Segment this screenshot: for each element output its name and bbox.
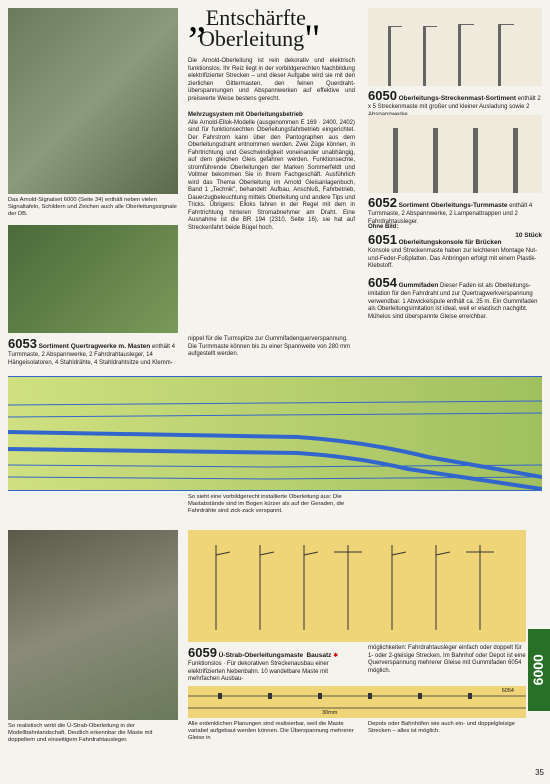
illus-6059-masts: [188, 530, 526, 642]
section-tab-6000: 6000: [528, 629, 550, 711]
bausatz-star-icon: ✱: [333, 653, 338, 659]
illus-masts-6052: [368, 115, 542, 193]
mehrzug-section: Mehrzugsystem mit Oberleitungsbetrieb Al…: [188, 112, 355, 232]
illus-6059-plan: 6054 30mm: [188, 686, 526, 718]
photo-signal-set: [8, 8, 178, 194]
page-number: 35: [535, 768, 544, 778]
article-title-6059: Ü-Strab-Oberleitungsmaste: [219, 652, 304, 659]
caption-6059-a: Alle erdenklichen Planungen sind realisi…: [188, 721, 355, 743]
article-6051: 6051 Oberleitungskonsole für Brücken 10 …: [368, 232, 542, 271]
intro-text: Die Arnold-Oberleitung ist rein dekorati…: [188, 58, 355, 103]
article-num-6052: 6052: [368, 195, 397, 210]
photo-uestrab: [8, 530, 178, 720]
article-title-6051: Oberleitungskonsole für Brücken: [399, 239, 502, 246]
plan-diagram-icon: [188, 686, 526, 718]
article-6059-col2: möglichkeiten: Fahrdrahtausleger einfach…: [368, 645, 526, 675]
article-num-6054: 6054: [368, 275, 397, 290]
mast-row-icon: [188, 530, 526, 642]
article-tag-6059: Bausatz: [306, 652, 331, 659]
article-title-6052: Sortiment Oberleitungs-Turmmaste: [399, 202, 508, 209]
article-num-6053: 6053: [8, 336, 37, 351]
article-title-6054: Gummifaden: [399, 282, 439, 289]
article-body-6051: Konsole und Streckenmaste haben zur leic…: [368, 248, 537, 269]
label-6054: 6054: [502, 688, 514, 695]
illus-masts-6050: [368, 8, 542, 86]
caption-track-diagram: So sieht eine vorbildgerecht installiert…: [188, 494, 355, 516]
mehrzug-body: Alle Arnold-Ellok-Modelle (ausgenommen E…: [188, 120, 355, 231]
label-30mm: 30mm: [322, 710, 337, 717]
article-6052: 6052 Sortiment Oberleitungs-Turmmaste en…: [368, 195, 542, 226]
caption-6059-b: Depots oder Bahnhöfen wie auch ein- und …: [368, 721, 526, 735]
ohne-bild-label: Ohne Bild:: [368, 224, 542, 232]
caption-uestrab: So realistisch wirkt die Ü-Strab-Oberlei…: [8, 723, 178, 745]
photo-quertragwerke: [8, 225, 178, 333]
page-title: „Entschärfte Oberleitung": [188, 8, 320, 50]
article-6059: 6059 Ü-Strab-Oberleitungsmaste Bausatz ✱…: [188, 645, 355, 684]
track-lines-icon: [8, 377, 542, 492]
caption-signal-set: Das Arnold-Signalset 6000 (Seite 34) ent…: [8, 197, 178, 219]
article-body-6059a: Funktionslos · Für dekorativen Streckena…: [188, 661, 329, 682]
mehrzug-title: Mehrzugsystem mit Oberleitungsbetrieb: [188, 112, 303, 118]
article-title-6053: Sortiment Quertragwerke m. Masten: [39, 343, 151, 350]
article-num-6059: 6059: [188, 645, 217, 660]
article-6053: 6053 Sortiment Quertragwerke m. Masten e…: [8, 336, 178, 367]
article-num-6050: 6050: [368, 88, 397, 103]
article-title-6050: Oberleitungs-Streckenmast-Sortiment: [399, 95, 516, 102]
article-6053-cont: nippel für die Turmspitze zur Gummifaden…: [188, 336, 355, 359]
article-6054: 6054 Gummifaden Dieser Faden ist als Obe…: [368, 275, 542, 321]
article-num-6051: 6051: [368, 232, 397, 247]
quote-close-icon: ": [304, 29, 320, 49]
article-qty-6051: 10 Stück: [515, 232, 542, 240]
track-diagram: [8, 376, 542, 491]
